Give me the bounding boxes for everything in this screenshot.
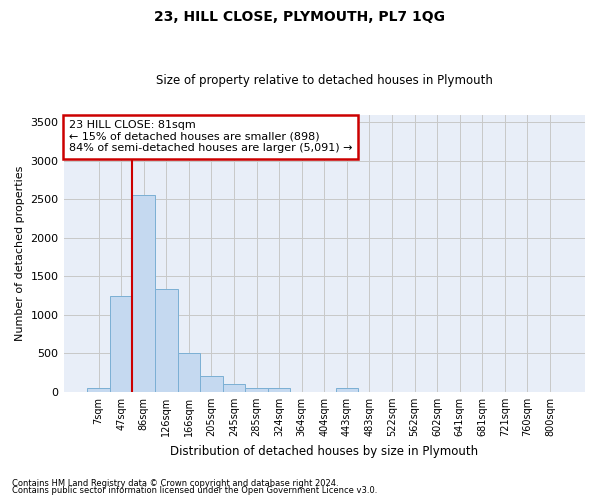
Bar bbox=[87, 388, 110, 392]
Bar bbox=[133, 194, 155, 392]
Bar bbox=[245, 388, 268, 392]
Text: Contains public sector information licensed under the Open Government Licence v3: Contains public sector information licen… bbox=[12, 486, 377, 495]
Bar bbox=[155, 288, 178, 392]
Bar bbox=[223, 384, 245, 392]
Bar bbox=[200, 376, 223, 392]
Text: Contains HM Land Registry data © Crown copyright and database right 2024.: Contains HM Land Registry data © Crown c… bbox=[12, 478, 338, 488]
Bar bbox=[268, 388, 290, 392]
Bar bbox=[335, 388, 358, 392]
Bar bbox=[178, 354, 200, 392]
Bar bbox=[110, 296, 133, 392]
Y-axis label: Number of detached properties: Number of detached properties bbox=[15, 166, 25, 341]
Text: 23, HILL CLOSE, PLYMOUTH, PL7 1QG: 23, HILL CLOSE, PLYMOUTH, PL7 1QG bbox=[155, 10, 445, 24]
X-axis label: Distribution of detached houses by size in Plymouth: Distribution of detached houses by size … bbox=[170, 444, 478, 458]
Text: 23 HILL CLOSE: 81sqm
← 15% of detached houses are smaller (898)
84% of semi-deta: 23 HILL CLOSE: 81sqm ← 15% of detached h… bbox=[69, 120, 352, 154]
Title: Size of property relative to detached houses in Plymouth: Size of property relative to detached ho… bbox=[156, 74, 493, 87]
